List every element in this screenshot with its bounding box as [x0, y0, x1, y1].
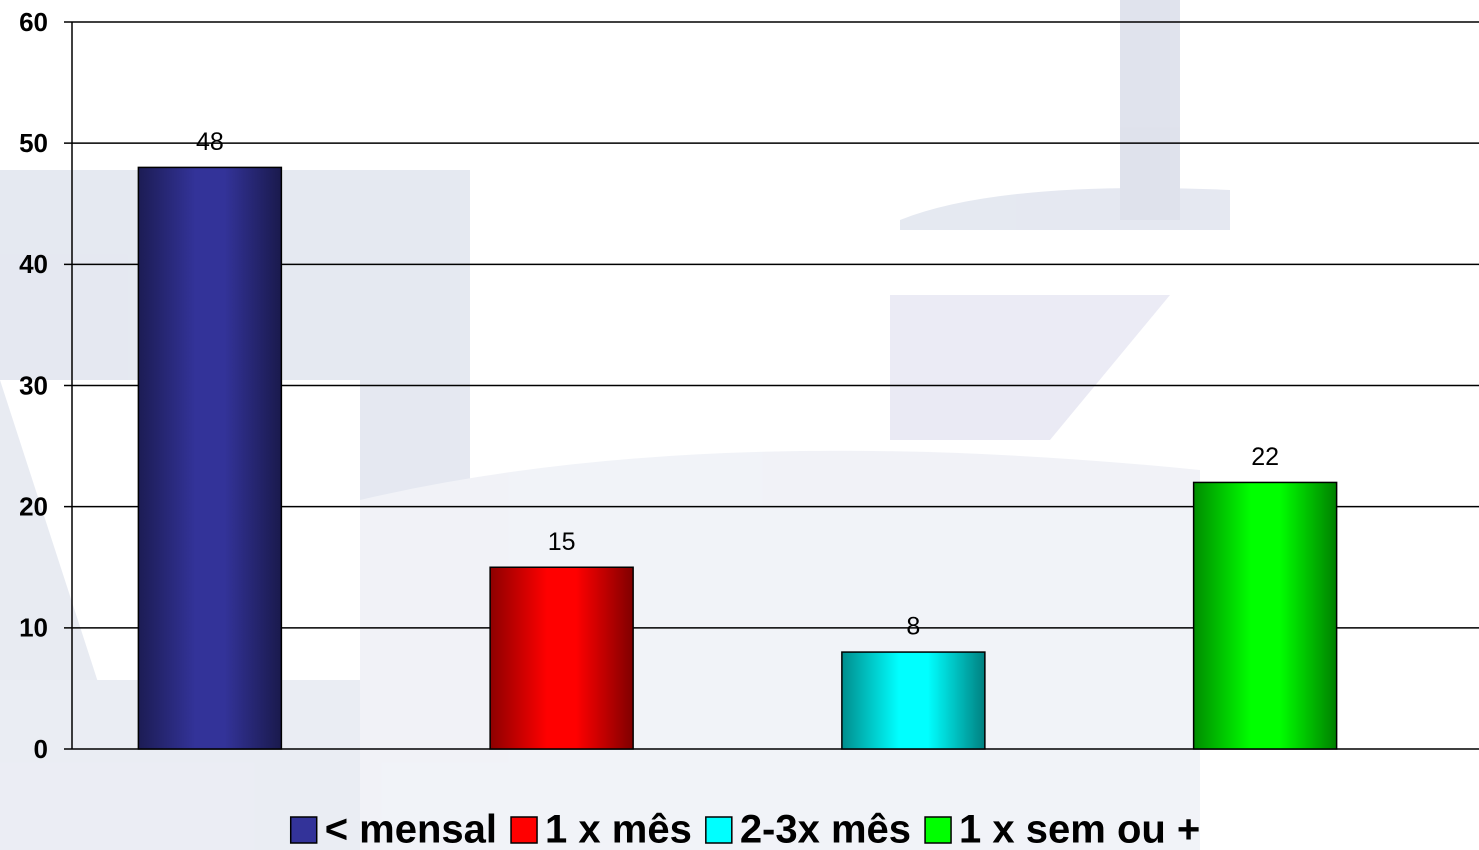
bar-shade	[841, 652, 985, 749]
legend-label: 2-3x mês	[740, 808, 911, 850]
value-label: 48	[196, 128, 224, 156]
y-tick-label: 50	[19, 128, 48, 158]
legend-label: < mensal	[325, 808, 497, 850]
bar-shade	[490, 567, 634, 749]
y-tick-label: 60	[19, 7, 48, 37]
value-label: 15	[548, 528, 576, 556]
bar-shade	[1193, 482, 1337, 749]
bar-shade	[138, 167, 282, 749]
legend-swatch	[510, 816, 538, 844]
y-tick-label: 0	[34, 734, 48, 764]
y-tick-label: 10	[19, 613, 48, 643]
legend-swatch	[705, 816, 733, 844]
legend-swatch	[289, 816, 318, 844]
value-label: 22	[1251, 443, 1279, 471]
value-label: 8	[906, 613, 920, 641]
legend-label: 1 x sem ou +	[959, 808, 1200, 850]
legend-label: 1 x mês	[545, 808, 692, 850]
watermark	[0, 0, 1230, 850]
y-tick-label: 40	[19, 249, 48, 279]
y-tick-label: 20	[19, 492, 48, 522]
y-tick-label: 30	[19, 370, 48, 400]
legend-swatch	[924, 816, 952, 844]
